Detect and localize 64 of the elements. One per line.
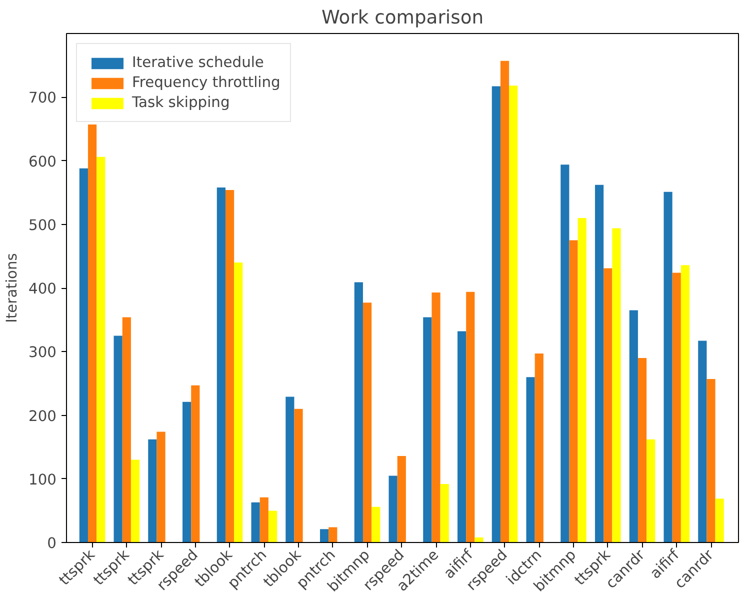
bar xyxy=(182,402,192,542)
y-tick-label: 600 xyxy=(28,153,57,170)
bar xyxy=(672,272,681,542)
bar xyxy=(680,265,690,542)
bar xyxy=(320,529,329,542)
bar xyxy=(560,164,570,542)
bar xyxy=(432,292,440,542)
bar xyxy=(526,377,535,542)
bar xyxy=(286,396,294,542)
bar xyxy=(474,537,484,542)
bar xyxy=(130,460,140,542)
bar xyxy=(440,484,449,542)
bar xyxy=(466,292,475,542)
bar xyxy=(612,228,621,542)
legend-label: Frequency throttling xyxy=(132,74,280,91)
bar xyxy=(397,456,406,542)
bar xyxy=(492,86,500,542)
bar xyxy=(569,240,578,542)
bar xyxy=(260,497,268,542)
bar xyxy=(388,476,398,542)
bar xyxy=(328,527,338,542)
y-tick-label: 700 xyxy=(28,90,57,107)
bar xyxy=(251,502,260,542)
bar xyxy=(509,86,518,542)
legend-label: Task skipping xyxy=(132,94,230,111)
bar xyxy=(362,302,372,542)
bar xyxy=(79,168,88,542)
bar xyxy=(156,432,166,542)
chart-title: Work comparison xyxy=(321,8,484,28)
bar xyxy=(578,218,586,542)
bar xyxy=(234,262,243,542)
bar xyxy=(225,190,234,542)
y-tick-label: 200 xyxy=(28,408,57,425)
bar xyxy=(423,317,432,542)
bar xyxy=(715,498,724,542)
bar xyxy=(698,340,707,542)
y-tick-label: 500 xyxy=(28,216,57,234)
bar xyxy=(534,354,544,542)
bar xyxy=(457,331,466,542)
bar xyxy=(638,358,647,542)
bar xyxy=(354,282,363,542)
bar xyxy=(216,187,226,542)
y-tick-label: 400 xyxy=(28,280,57,298)
bar xyxy=(646,439,656,542)
bar xyxy=(96,156,106,542)
bar xyxy=(191,385,200,542)
bar xyxy=(706,378,716,542)
bar xyxy=(372,506,380,542)
bar xyxy=(88,124,97,542)
bar xyxy=(148,439,157,542)
bar xyxy=(629,310,638,542)
legend-label: Iterative schedule xyxy=(132,54,264,71)
y-tick-label: 300 xyxy=(28,344,57,362)
bar xyxy=(500,60,510,542)
bar xyxy=(664,192,672,542)
bar xyxy=(294,408,303,542)
bar xyxy=(122,317,131,542)
bar xyxy=(268,510,278,542)
y-axis-title: Iterations xyxy=(4,253,21,323)
bar xyxy=(594,184,604,542)
bar xyxy=(604,268,612,542)
y-tick-label: 100 xyxy=(28,471,57,488)
bar xyxy=(114,336,122,542)
y-tick-label: 0 xyxy=(47,535,57,552)
